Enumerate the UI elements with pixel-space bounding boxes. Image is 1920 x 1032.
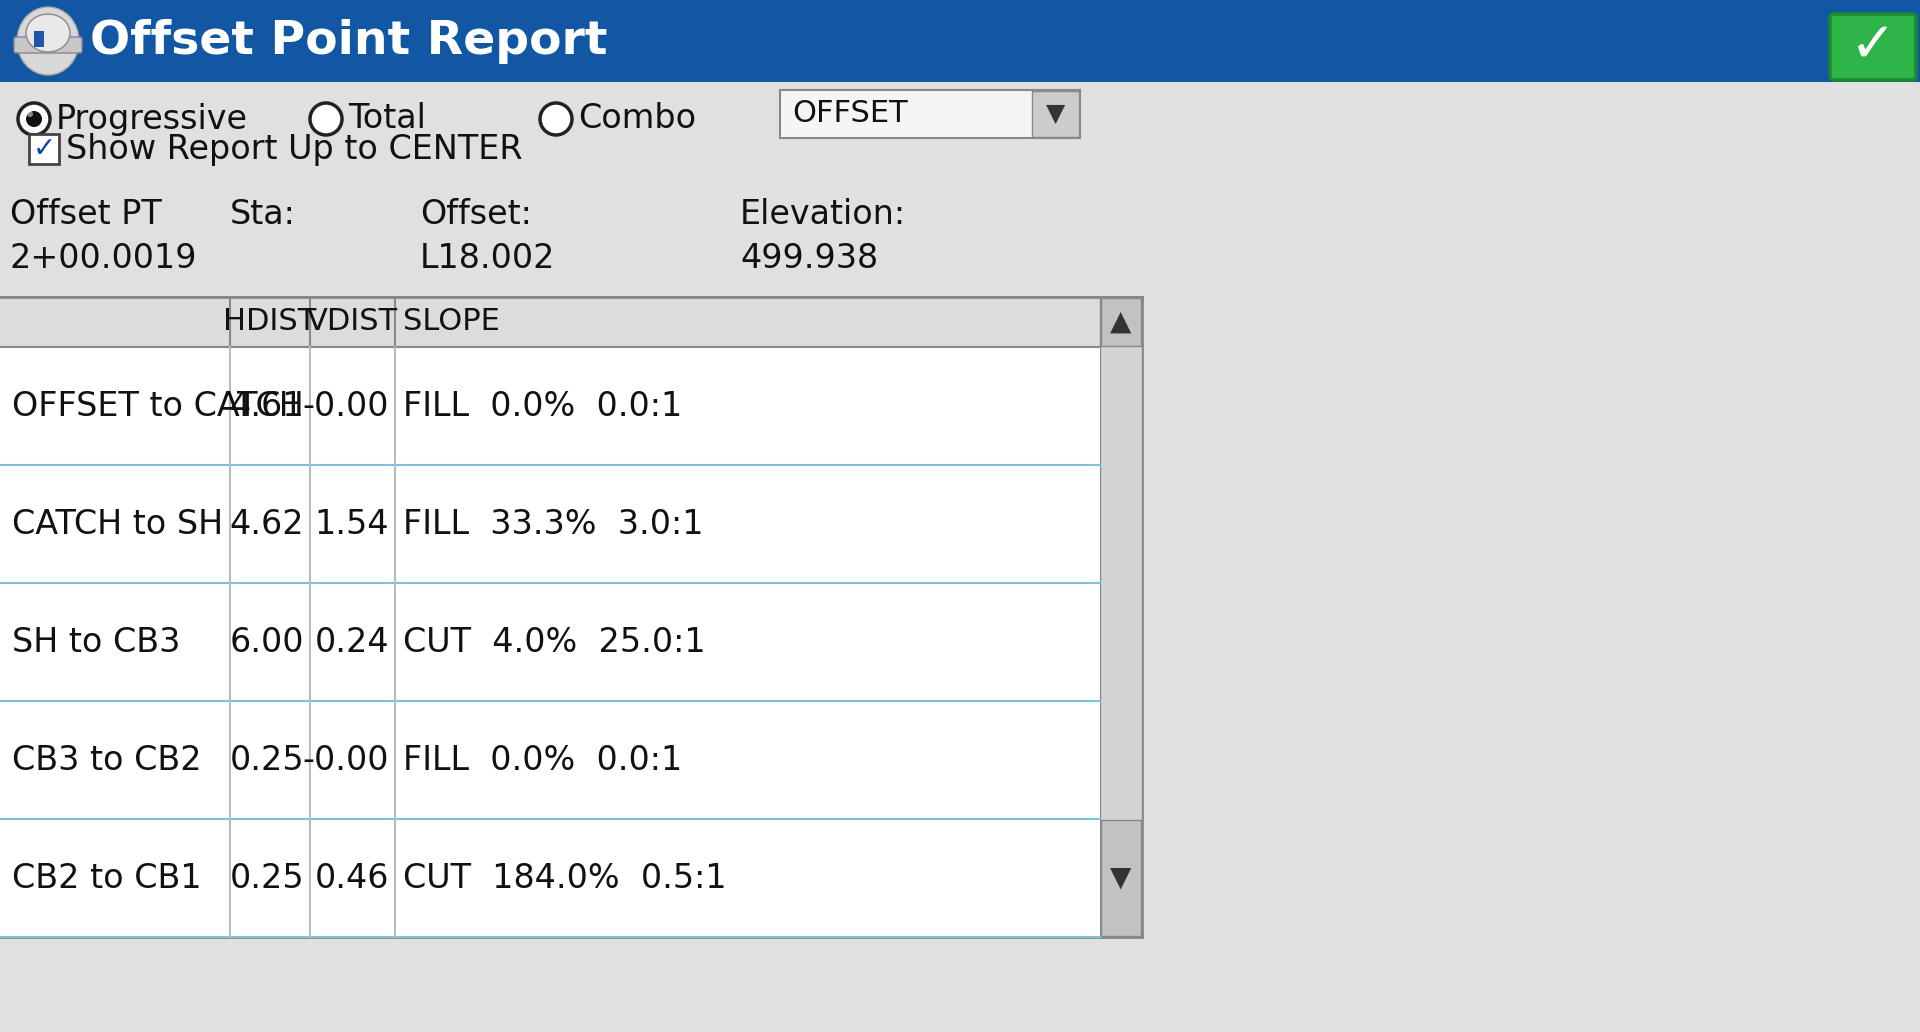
Text: FILL  0.0%  0.0:1: FILL 0.0% 0.0:1 [403, 743, 682, 776]
Text: 4.62: 4.62 [228, 508, 303, 541]
Text: Offset PT: Offset PT [10, 197, 161, 230]
Text: -0.00: -0.00 [303, 389, 390, 422]
FancyBboxPatch shape [1100, 297, 1142, 937]
Text: CB2 to CB1: CB2 to CB1 [12, 862, 202, 895]
Text: 4.61: 4.61 [230, 389, 303, 422]
Text: OFFSET: OFFSET [791, 99, 908, 129]
Circle shape [540, 103, 572, 135]
Text: 2+00.0019: 2+00.0019 [10, 243, 198, 276]
Text: OFFSET to CATCH: OFFSET to CATCH [12, 389, 303, 422]
Circle shape [27, 111, 42, 127]
Text: 0.46: 0.46 [315, 862, 390, 895]
Text: Show Report Up to CENTER: Show Report Up to CENTER [65, 132, 522, 165]
Text: SH to CB3: SH to CB3 [12, 625, 180, 658]
Text: ✓: ✓ [33, 135, 56, 163]
FancyBboxPatch shape [1033, 91, 1079, 137]
Text: FILL  33.3%  3.0:1: FILL 33.3% 3.0:1 [403, 508, 703, 541]
Text: ▲: ▲ [1110, 308, 1131, 336]
Text: Offset Point Report: Offset Point Report [90, 19, 607, 64]
Text: Combo: Combo [578, 102, 697, 135]
Text: ▼: ▼ [1046, 102, 1066, 126]
FancyBboxPatch shape [1830, 14, 1916, 80]
Text: CUT  4.0%  25.0:1: CUT 4.0% 25.0:1 [403, 625, 707, 658]
FancyBboxPatch shape [0, 297, 1100, 347]
FancyBboxPatch shape [1100, 820, 1140, 936]
Text: 0.25: 0.25 [228, 862, 303, 895]
FancyBboxPatch shape [0, 701, 1100, 819]
Text: SLOPE: SLOPE [403, 308, 499, 336]
Ellipse shape [27, 14, 69, 52]
Text: Progressive: Progressive [56, 102, 248, 135]
FancyBboxPatch shape [0, 465, 1100, 583]
Text: Total: Total [348, 102, 426, 135]
Text: 6.00: 6.00 [230, 625, 303, 658]
Text: HDIST: HDIST [223, 308, 317, 336]
Text: ✓: ✓ [1849, 20, 1897, 74]
FancyBboxPatch shape [780, 90, 1079, 138]
Text: 0.24: 0.24 [315, 625, 390, 658]
Text: ▼: ▼ [1110, 864, 1131, 892]
FancyBboxPatch shape [0, 0, 1920, 82]
FancyBboxPatch shape [35, 31, 44, 47]
FancyBboxPatch shape [0, 347, 1100, 465]
Text: CUT  184.0%  0.5:1: CUT 184.0% 0.5:1 [403, 862, 726, 895]
Text: -0.00: -0.00 [303, 743, 390, 776]
Circle shape [27, 111, 33, 117]
Text: FILL  0.0%  0.0:1: FILL 0.0% 0.0:1 [403, 389, 682, 422]
Circle shape [17, 103, 50, 135]
Text: VDIST: VDIST [307, 308, 397, 336]
Text: Elevation:: Elevation: [739, 197, 906, 230]
Text: Sta:: Sta: [230, 197, 296, 230]
Text: 1.54: 1.54 [315, 508, 390, 541]
Text: 0.25: 0.25 [228, 743, 303, 776]
Ellipse shape [17, 7, 79, 75]
FancyBboxPatch shape [29, 134, 60, 164]
FancyBboxPatch shape [0, 583, 1100, 701]
Text: CB3 to CB2: CB3 to CB2 [12, 743, 202, 776]
Text: L18.002: L18.002 [420, 243, 555, 276]
Text: CATCH to SH: CATCH to SH [12, 508, 223, 541]
Text: Offset:: Offset: [420, 197, 532, 230]
Text: 499.938: 499.938 [739, 243, 877, 276]
FancyBboxPatch shape [1100, 298, 1140, 346]
FancyBboxPatch shape [0, 819, 1100, 937]
FancyBboxPatch shape [13, 37, 83, 53]
Circle shape [309, 103, 342, 135]
